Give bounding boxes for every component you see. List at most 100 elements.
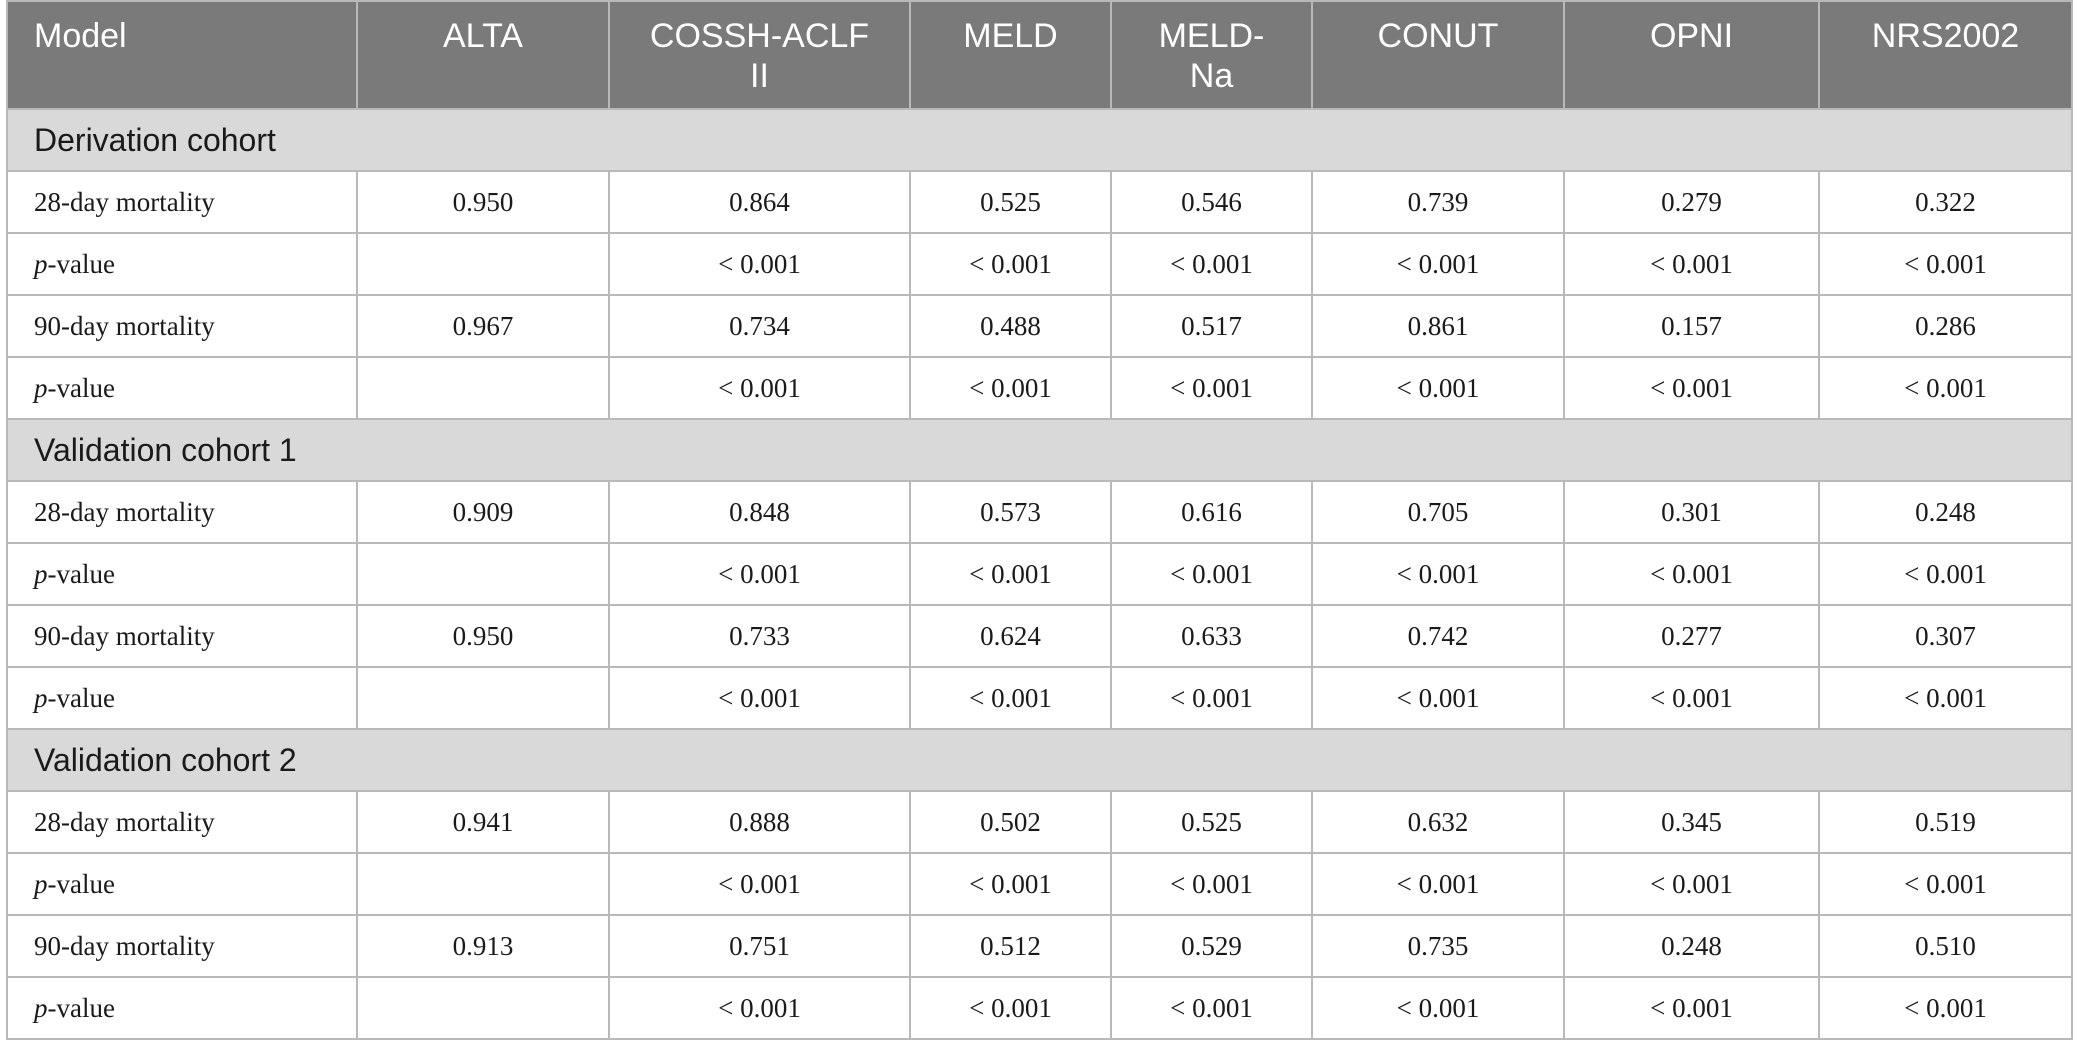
table-cell: 0.624	[909, 604, 1112, 668]
table-cell: < 0.001	[1311, 356, 1565, 420]
table-cell: 0.967	[356, 294, 610, 358]
table-cell: < 0.001	[1110, 666, 1313, 730]
table-cell: 0.705	[1311, 480, 1565, 544]
table-cell: 0.279	[1563, 170, 1820, 234]
table-cell: 0.864	[608, 170, 911, 234]
section-title: Validation cohort 2	[6, 728, 2073, 792]
table-cell: 0.941	[356, 790, 610, 854]
table-cell: < 0.001	[1818, 356, 2073, 420]
table-row: 28-day mortality 0.941 0.888 0.502 0.525 0.63…	[6, 790, 2073, 854]
table-cell: < 0.001	[1110, 356, 1313, 420]
row-label: p-value	[6, 232, 358, 296]
table-cell: < 0.001	[1818, 232, 2073, 296]
table-cell: < 0.001	[608, 852, 911, 916]
table-cell: < 0.001	[1311, 542, 1565, 606]
table-row: 90-day mortality 0.967 0.734 0.488 0.517 0.86…	[6, 294, 2073, 358]
row-label-rest: -value	[47, 248, 115, 279]
table-cell: 0.633	[1110, 604, 1313, 668]
table-cell: < 0.001	[1110, 232, 1313, 296]
header-model: Model	[6, 0, 358, 109]
table-cell	[356, 852, 610, 916]
table-cell: < 0.001	[909, 542, 1112, 606]
table-cell: 0.734	[608, 294, 911, 358]
row-label-italic: p	[34, 558, 48, 589]
table-cell: < 0.001	[1311, 666, 1565, 730]
section-row: Validation cohort 1	[6, 418, 2073, 482]
table-cell	[356, 542, 610, 606]
table-cell: 0.735	[1311, 914, 1565, 978]
row-label-rest: -value	[47, 868, 115, 899]
table-row: 28-day mortality 0.909 0.848 0.573 0.616 0.70…	[6, 480, 2073, 544]
table-cell: 0.517	[1110, 294, 1313, 358]
row-label: p-value	[6, 356, 358, 420]
row-label: p-value	[6, 542, 358, 606]
row-label-italic: p	[34, 992, 48, 1023]
header-meld-na-line2: Na	[1189, 57, 1234, 95]
row-label: 28-day mortality	[6, 170, 358, 234]
table-cell: < 0.001	[909, 232, 1112, 296]
table-cell: 0.286	[1818, 294, 2073, 358]
row-label-italic: p	[34, 868, 48, 899]
table-cell: 0.546	[1110, 170, 1313, 234]
header-meld-na-line1: MELD-	[1158, 17, 1265, 55]
table-cell	[356, 232, 610, 296]
table-cell	[356, 976, 610, 1040]
table-cell: 0.157	[1563, 294, 1820, 358]
table-cell: < 0.001	[1563, 976, 1820, 1040]
table-cell: < 0.001	[1110, 542, 1313, 606]
table-cell: < 0.001	[1818, 666, 2073, 730]
table-cell: < 0.001	[909, 852, 1112, 916]
row-label-rest: -value	[47, 992, 115, 1023]
table-cell: < 0.001	[909, 356, 1112, 420]
table-cell: < 0.001	[608, 976, 911, 1040]
header-cossh-line1: COSSH-ACLF	[649, 17, 870, 55]
table-cell: 0.616	[1110, 480, 1313, 544]
header-cossh-line2: II	[750, 57, 769, 95]
table-cell: 0.519	[1818, 790, 2073, 854]
row-label-rest: -value	[47, 372, 115, 403]
results-table: Model ALTA COSSH-ACLF II MELD MELD- Na C…	[6, 0, 2073, 1040]
header-alta: ALTA	[356, 0, 610, 109]
row-label-italic: p	[34, 372, 48, 403]
table-cell: 0.512	[909, 914, 1112, 978]
table-cell: 0.733	[608, 604, 911, 668]
table-cell: < 0.001	[1818, 542, 2073, 606]
table-cell	[356, 356, 610, 420]
row-label: 90-day mortality	[6, 914, 358, 978]
table-cell: 0.573	[909, 480, 1112, 544]
row-label-italic: p	[34, 248, 48, 279]
row-label: 28-day mortality	[6, 480, 358, 544]
table-cell: 0.888	[608, 790, 911, 854]
row-label: p-value	[6, 852, 358, 916]
table-cell: 0.950	[356, 170, 610, 234]
table-cell: 0.525	[909, 170, 1112, 234]
table-cell: < 0.001	[608, 356, 911, 420]
table-cell: 0.861	[1311, 294, 1565, 358]
header-meld-na: MELD- Na	[1110, 0, 1313, 109]
table-cell	[356, 666, 610, 730]
row-label: p-value	[6, 666, 358, 730]
table-cell: < 0.001	[1110, 976, 1313, 1040]
table-cell: < 0.001	[1563, 666, 1820, 730]
header-conut: CONUT	[1311, 0, 1565, 109]
table-cell: 0.307	[1818, 604, 2073, 668]
header-meld: MELD	[909, 0, 1112, 109]
header-cossh-aclf-ii: COSSH-ACLF II	[608, 0, 911, 109]
table-cell: < 0.001	[1311, 852, 1565, 916]
header-opni: OPNI	[1563, 0, 1820, 109]
row-label: p-value	[6, 976, 358, 1040]
table-cell: 0.322	[1818, 170, 2073, 234]
table-cell: < 0.001	[608, 232, 911, 296]
table-cell: 0.248	[1818, 480, 2073, 544]
table-cell: 0.345	[1563, 790, 1820, 854]
table-cell: < 0.001	[1563, 356, 1820, 420]
table-cell: < 0.001	[1311, 232, 1565, 296]
row-label-rest: -value	[47, 682, 115, 713]
section-row: Derivation cohort	[6, 108, 2073, 172]
table-cell: < 0.001	[1818, 852, 2073, 916]
table-cell: 0.909	[356, 480, 610, 544]
table-cell: 0.632	[1311, 790, 1565, 854]
row-label-italic: p	[34, 682, 48, 713]
section-row: Validation cohort 2	[6, 728, 2073, 792]
table-row: p-value < 0.001 < 0.001 < 0.001 < 0.001 < 0.0…	[6, 852, 2073, 916]
